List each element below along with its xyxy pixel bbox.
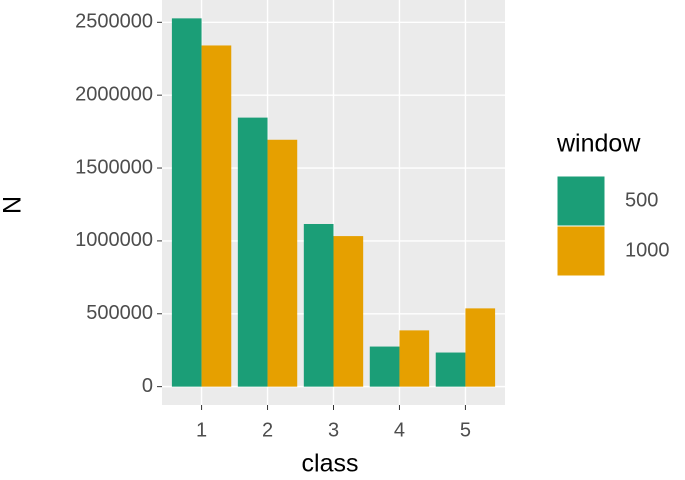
x-axis-title: class bbox=[302, 450, 359, 478]
y-tick-label: 500000 bbox=[86, 302, 153, 324]
y-axis-title: N bbox=[0, 196, 27, 214]
bar bbox=[237, 117, 268, 387]
x-tick-label: 2 bbox=[262, 419, 273, 441]
bar bbox=[465, 308, 496, 387]
legend-title: window bbox=[556, 130, 641, 158]
bar bbox=[435, 352, 466, 387]
y-tick-label: 1500000 bbox=[75, 156, 153, 178]
y-tick-label: 1000000 bbox=[75, 229, 153, 251]
bar bbox=[171, 18, 202, 387]
legend-key bbox=[556, 175, 606, 227]
bar bbox=[267, 139, 298, 387]
y-tick-label: 2000000 bbox=[75, 83, 153, 105]
bar bbox=[399, 330, 430, 387]
bar bbox=[333, 236, 364, 387]
legend-key bbox=[556, 225, 606, 277]
y-tick-label: 2500000 bbox=[75, 11, 153, 33]
x-tick-label: 5 bbox=[460, 419, 471, 441]
legend-label: 500 bbox=[625, 189, 658, 211]
x-tick-label: 3 bbox=[328, 419, 339, 441]
y-tick-label: 0 bbox=[142, 375, 153, 397]
x-tick-label: 1 bbox=[196, 419, 207, 441]
bar bbox=[201, 45, 232, 387]
bar bbox=[303, 223, 334, 387]
legend-label: 1000 bbox=[625, 239, 670, 261]
bar bbox=[369, 346, 400, 387]
x-tick-label: 4 bbox=[394, 419, 405, 441]
